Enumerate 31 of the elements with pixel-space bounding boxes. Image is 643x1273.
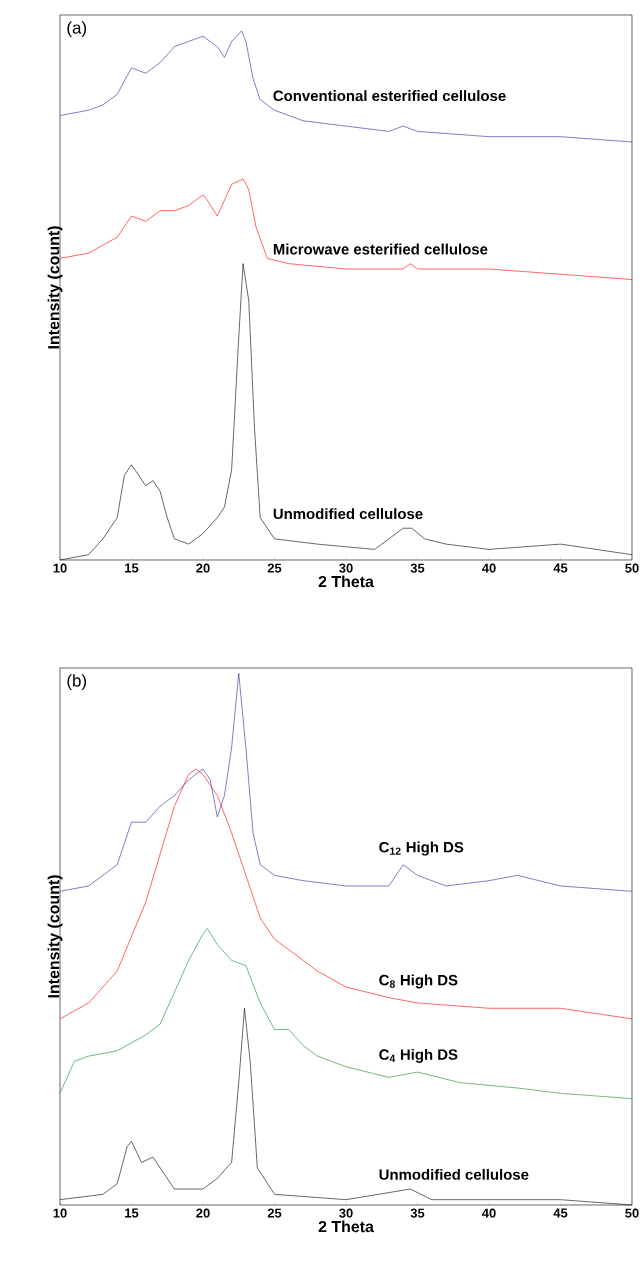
y-axis-title: Intensity (count) (47, 875, 63, 998)
x-tick-label: 20 (196, 1208, 210, 1218)
x-tick-label: 15 (125, 563, 139, 573)
x-tick-label: 10 (53, 563, 67, 573)
x-tick-label: 20 (196, 563, 210, 573)
x-tick-label: 35 (410, 563, 425, 573)
x-tick-label: 35 (410, 1208, 425, 1218)
x-tick-label: 15 (125, 1208, 139, 1218)
series-label: Conventional esterified cellulose (273, 90, 506, 102)
x-tick-label: 25 (267, 1208, 282, 1218)
x-axis-title: 2 Theta (318, 575, 374, 588)
chart-title: (b) (67, 674, 87, 690)
x-tick-label: 50 (625, 1208, 639, 1218)
x-tick-label: 40 (482, 1208, 496, 1218)
x-tick-label: 40 (482, 563, 496, 573)
series-label: Microwave esterified cellulose (273, 243, 488, 255)
x-axis-title: 2 Theta (318, 1220, 374, 1233)
series-label: C$_{8}$ High DS (379, 974, 458, 989)
x-tick-label: 10 (53, 1208, 67, 1218)
x-tick-label: 25 (267, 563, 282, 573)
y-axis-title: Intensity (count) (47, 226, 63, 349)
series-label: C$_{4}$ High DS (379, 1048, 458, 1063)
chart-title: (a) (67, 21, 87, 38)
x-tick-label: 50 (625, 563, 639, 573)
x-tick-label: 30 (339, 563, 353, 573)
x-tick-label: 30 (339, 1208, 353, 1218)
series-label: C$_{12}$ High DS (379, 841, 464, 856)
series-label: Unmodified cellulose (379, 1168, 529, 1180)
x-tick-label: 45 (553, 563, 568, 573)
series-label: Unmodified cellulose (273, 508, 423, 520)
x-tick-label: 45 (553, 1208, 568, 1218)
